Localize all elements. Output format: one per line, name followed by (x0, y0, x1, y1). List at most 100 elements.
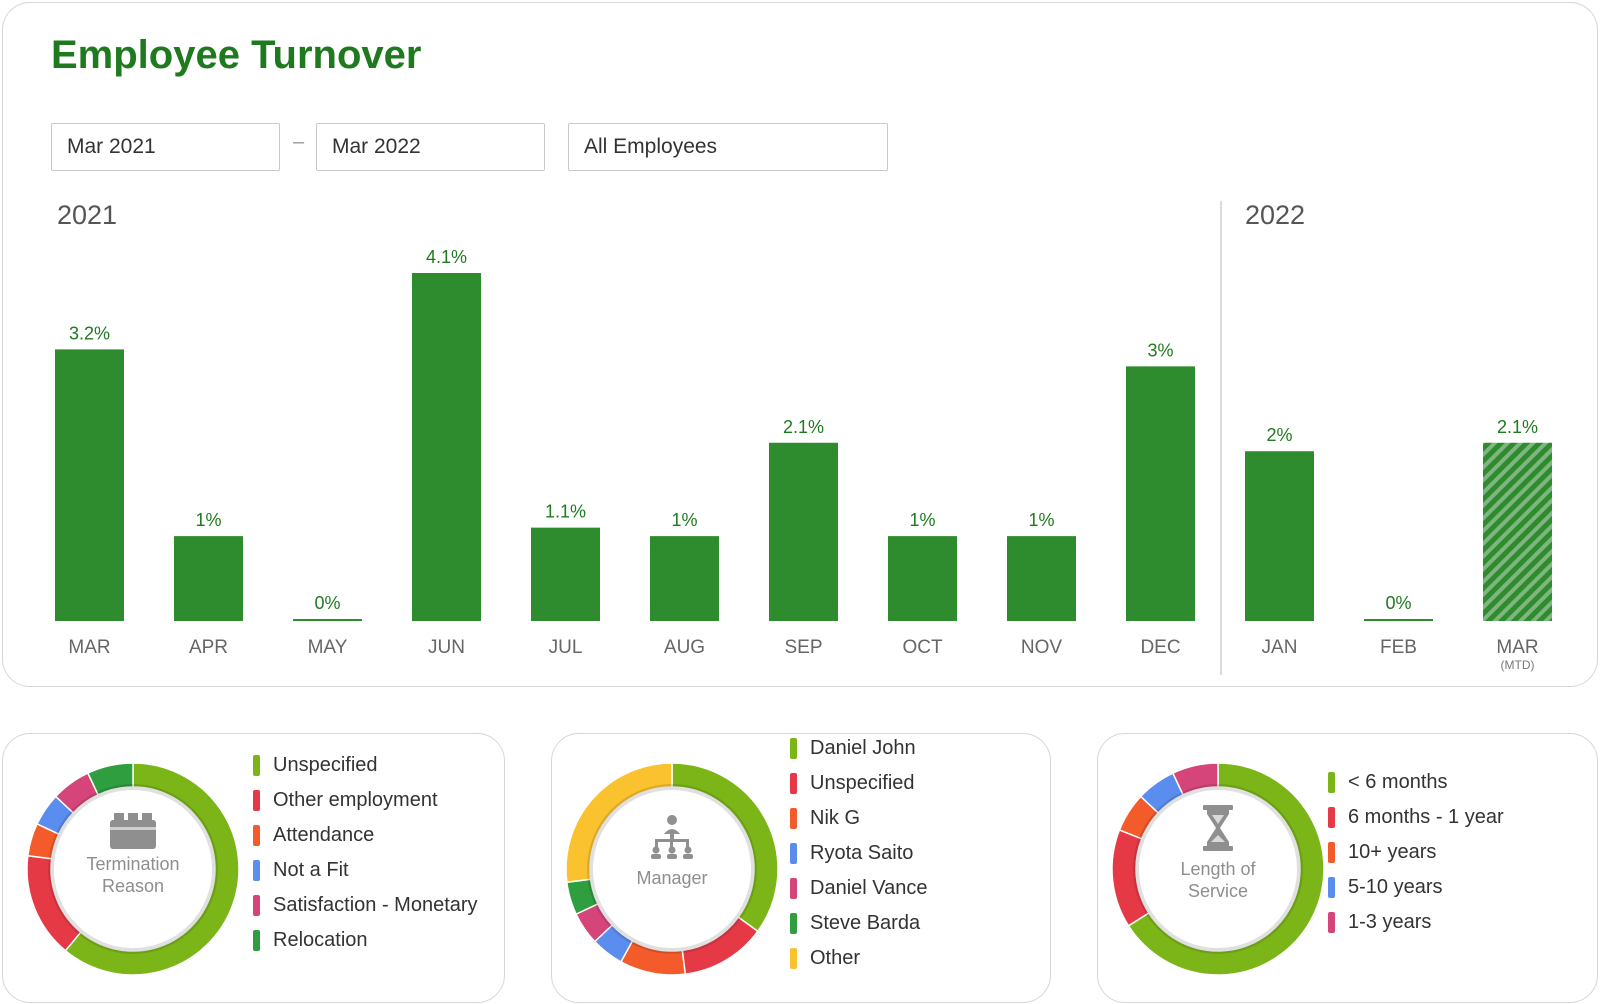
value-label-aug-2021: 1% (671, 510, 697, 530)
category-label-feb-2022: FEB (1380, 637, 1417, 658)
manager-legend-item[interactable]: Daniel John (790, 731, 927, 766)
manager-legend-swatch (790, 878, 797, 899)
category-label-jul-2021: JUL (549, 637, 583, 658)
termination-reason-legend-item[interactable]: Satisfaction - Monetary (253, 888, 478, 923)
category-label-apr-2021: APR (189, 637, 228, 658)
date-range-separator: – (293, 131, 305, 153)
value-label-jan-2022: 2% (1266, 425, 1292, 445)
termination-reason-legend-item[interactable]: Unspecified (253, 748, 478, 783)
length-of-service-legend-label: 5-10 years (1348, 876, 1443, 898)
category-label-jun-2021: JUN (428, 637, 465, 658)
category-label-aug-2021: AUG (664, 637, 705, 658)
year-label-2021: 2021 (57, 200, 118, 230)
manager-legend-swatch (790, 808, 797, 829)
termination-reason-legend-swatch (253, 930, 260, 951)
category-label-mar-2021: MAR (68, 637, 110, 658)
termination-reason-legend: Unspecified Other employment Attendance Not… (253, 748, 478, 958)
length-of-service-panel: Length of Service < 6 months 6 months - 1… (1097, 733, 1598, 1003)
length-of-service-slice-1-3-years[interactable] (1171, 762, 1219, 796)
category-label-may-2021: MAY (308, 637, 348, 658)
manager-legend-item[interactable]: Steve Barda (790, 906, 927, 941)
briefcase-icon (110, 813, 156, 849)
value-label-may-2021: 0% (314, 593, 340, 613)
employee-filter-select[interactable]: All Employees (568, 123, 888, 171)
length-of-service-slice-6-months[interactable] (1127, 762, 1325, 976)
length-of-service-legend-item[interactable]: < 6 months (1328, 765, 1504, 800)
bar-jul-2021[interactable] (531, 527, 600, 621)
termination-reason-legend-label: Satisfaction - Monetary (273, 894, 478, 916)
manager-legend-label: Ryota Saito (810, 842, 914, 864)
start-date-select[interactable]: Mar 2021 (51, 123, 280, 171)
value-label-feb-2022: 0% (1385, 593, 1411, 613)
hourglass-icon (1203, 805, 1233, 851)
manager-legend-label: Nik G (810, 807, 860, 829)
bar-may-2021[interactable] (293, 619, 362, 621)
termination-reason-legend-label: Relocation (273, 929, 368, 951)
length-of-service-slice-6-months-1-year[interactable] (1111, 829, 1150, 927)
termination-reason-legend-label: Unspecified (273, 754, 378, 776)
length-of-service-legend-swatch (1328, 912, 1335, 933)
bar-feb-2022[interactable] (1364, 619, 1433, 621)
bar-oct-2021[interactable] (888, 536, 957, 621)
length-of-service-legend-swatch (1328, 877, 1335, 898)
termination-reason-legend-label: Attendance (273, 824, 375, 846)
bar-mar-2022[interactable] (1483, 442, 1552, 621)
length-of-service-legend-item[interactable]: 10+ years (1328, 835, 1504, 870)
bar-apr-2021[interactable] (174, 536, 243, 621)
length-of-service-legend-label: < 6 months (1348, 771, 1448, 793)
manager-legend-item[interactable]: Other (790, 941, 927, 976)
termination-reason-legend-label: Other employment (273, 789, 438, 811)
manager-legend-swatch (790, 913, 797, 934)
length-of-service-legend-swatch (1328, 772, 1335, 793)
manager-legend-item[interactable]: Daniel Vance (790, 871, 927, 906)
length-of-service-legend-swatch (1328, 807, 1335, 828)
termination-reason-legend-item[interactable]: Attendance (253, 818, 478, 853)
bar-sep-2021[interactable] (769, 442, 838, 621)
manager-legend-swatch (790, 773, 797, 794)
manager-legend-item[interactable]: Nik G (790, 801, 927, 836)
manager-inner-shadow (587, 784, 757, 954)
manager-slice-other[interactable] (565, 762, 673, 884)
manager-legend-label: Unspecified (810, 772, 915, 794)
page-title: Employee Turnover (51, 33, 422, 77)
termination-reason-donut (26, 762, 240, 976)
value-label-dec-2021: 3% (1147, 340, 1173, 360)
length-of-service-legend-item[interactable]: 5-10 years (1328, 870, 1504, 905)
bar-nov-2021[interactable] (1007, 536, 1076, 621)
manager-legend-swatch (790, 843, 797, 864)
category-label-dec-2021: DEC (1140, 637, 1180, 658)
value-label-sep-2021: 2.1% (783, 417, 824, 437)
bar-dec-2021[interactable] (1126, 366, 1195, 621)
termination-reason-legend-swatch (253, 790, 260, 811)
termination-reason-slice-unspecified[interactable] (64, 762, 240, 976)
length-of-service-legend-item[interactable]: 6 months - 1 year (1328, 800, 1504, 835)
end-date-select[interactable]: Mar 2022 (316, 123, 545, 171)
termination-reason-legend-item[interactable]: Other employment (253, 783, 478, 818)
value-label-nov-2021: 1% (1028, 510, 1054, 530)
value-label-mar-2021: 3.2% (69, 323, 110, 343)
length-of-service-center-label: Length of Service (1180, 859, 1256, 901)
termination-reason-legend-swatch (253, 755, 260, 776)
termination-reason-legend-item[interactable]: Not a Fit (253, 853, 478, 888)
bar-jan-2022[interactable] (1245, 451, 1314, 621)
termination-reason-legend-swatch (253, 825, 260, 846)
termination-reason-slice-relocation[interactable] (86, 762, 134, 796)
manager-legend-item[interactable]: Unspecified (790, 766, 927, 801)
manager-legend-label: Daniel John (810, 737, 916, 759)
category-label-mar-2022: MAR (1496, 637, 1538, 658)
manager-legend-item[interactable]: Ryota Saito (790, 836, 927, 871)
length-of-service-legend-swatch (1328, 842, 1335, 863)
category-sublabel-mar-2022: (MTD) (1501, 658, 1535, 672)
termination-reason-legend-swatch (253, 860, 260, 881)
termination-reason-legend-item[interactable]: Relocation (253, 923, 478, 958)
manager-legend-swatch (790, 738, 797, 759)
value-label-mar-2022: 2.1% (1497, 417, 1538, 437)
bar-mar-2021[interactable] (55, 349, 124, 621)
manager-legend-label: Daniel Vance (810, 877, 928, 899)
bar-aug-2021[interactable] (650, 536, 719, 621)
termination-reason-legend-swatch (253, 895, 260, 916)
bar-jun-2021[interactable] (412, 273, 481, 621)
length-of-service-legend-item[interactable]: 1-3 years (1328, 905, 1504, 940)
length-of-service-legend: < 6 months 6 months - 1 year 10+ years 5-10… (1328, 765, 1504, 940)
manager-legend-swatch (790, 948, 797, 969)
